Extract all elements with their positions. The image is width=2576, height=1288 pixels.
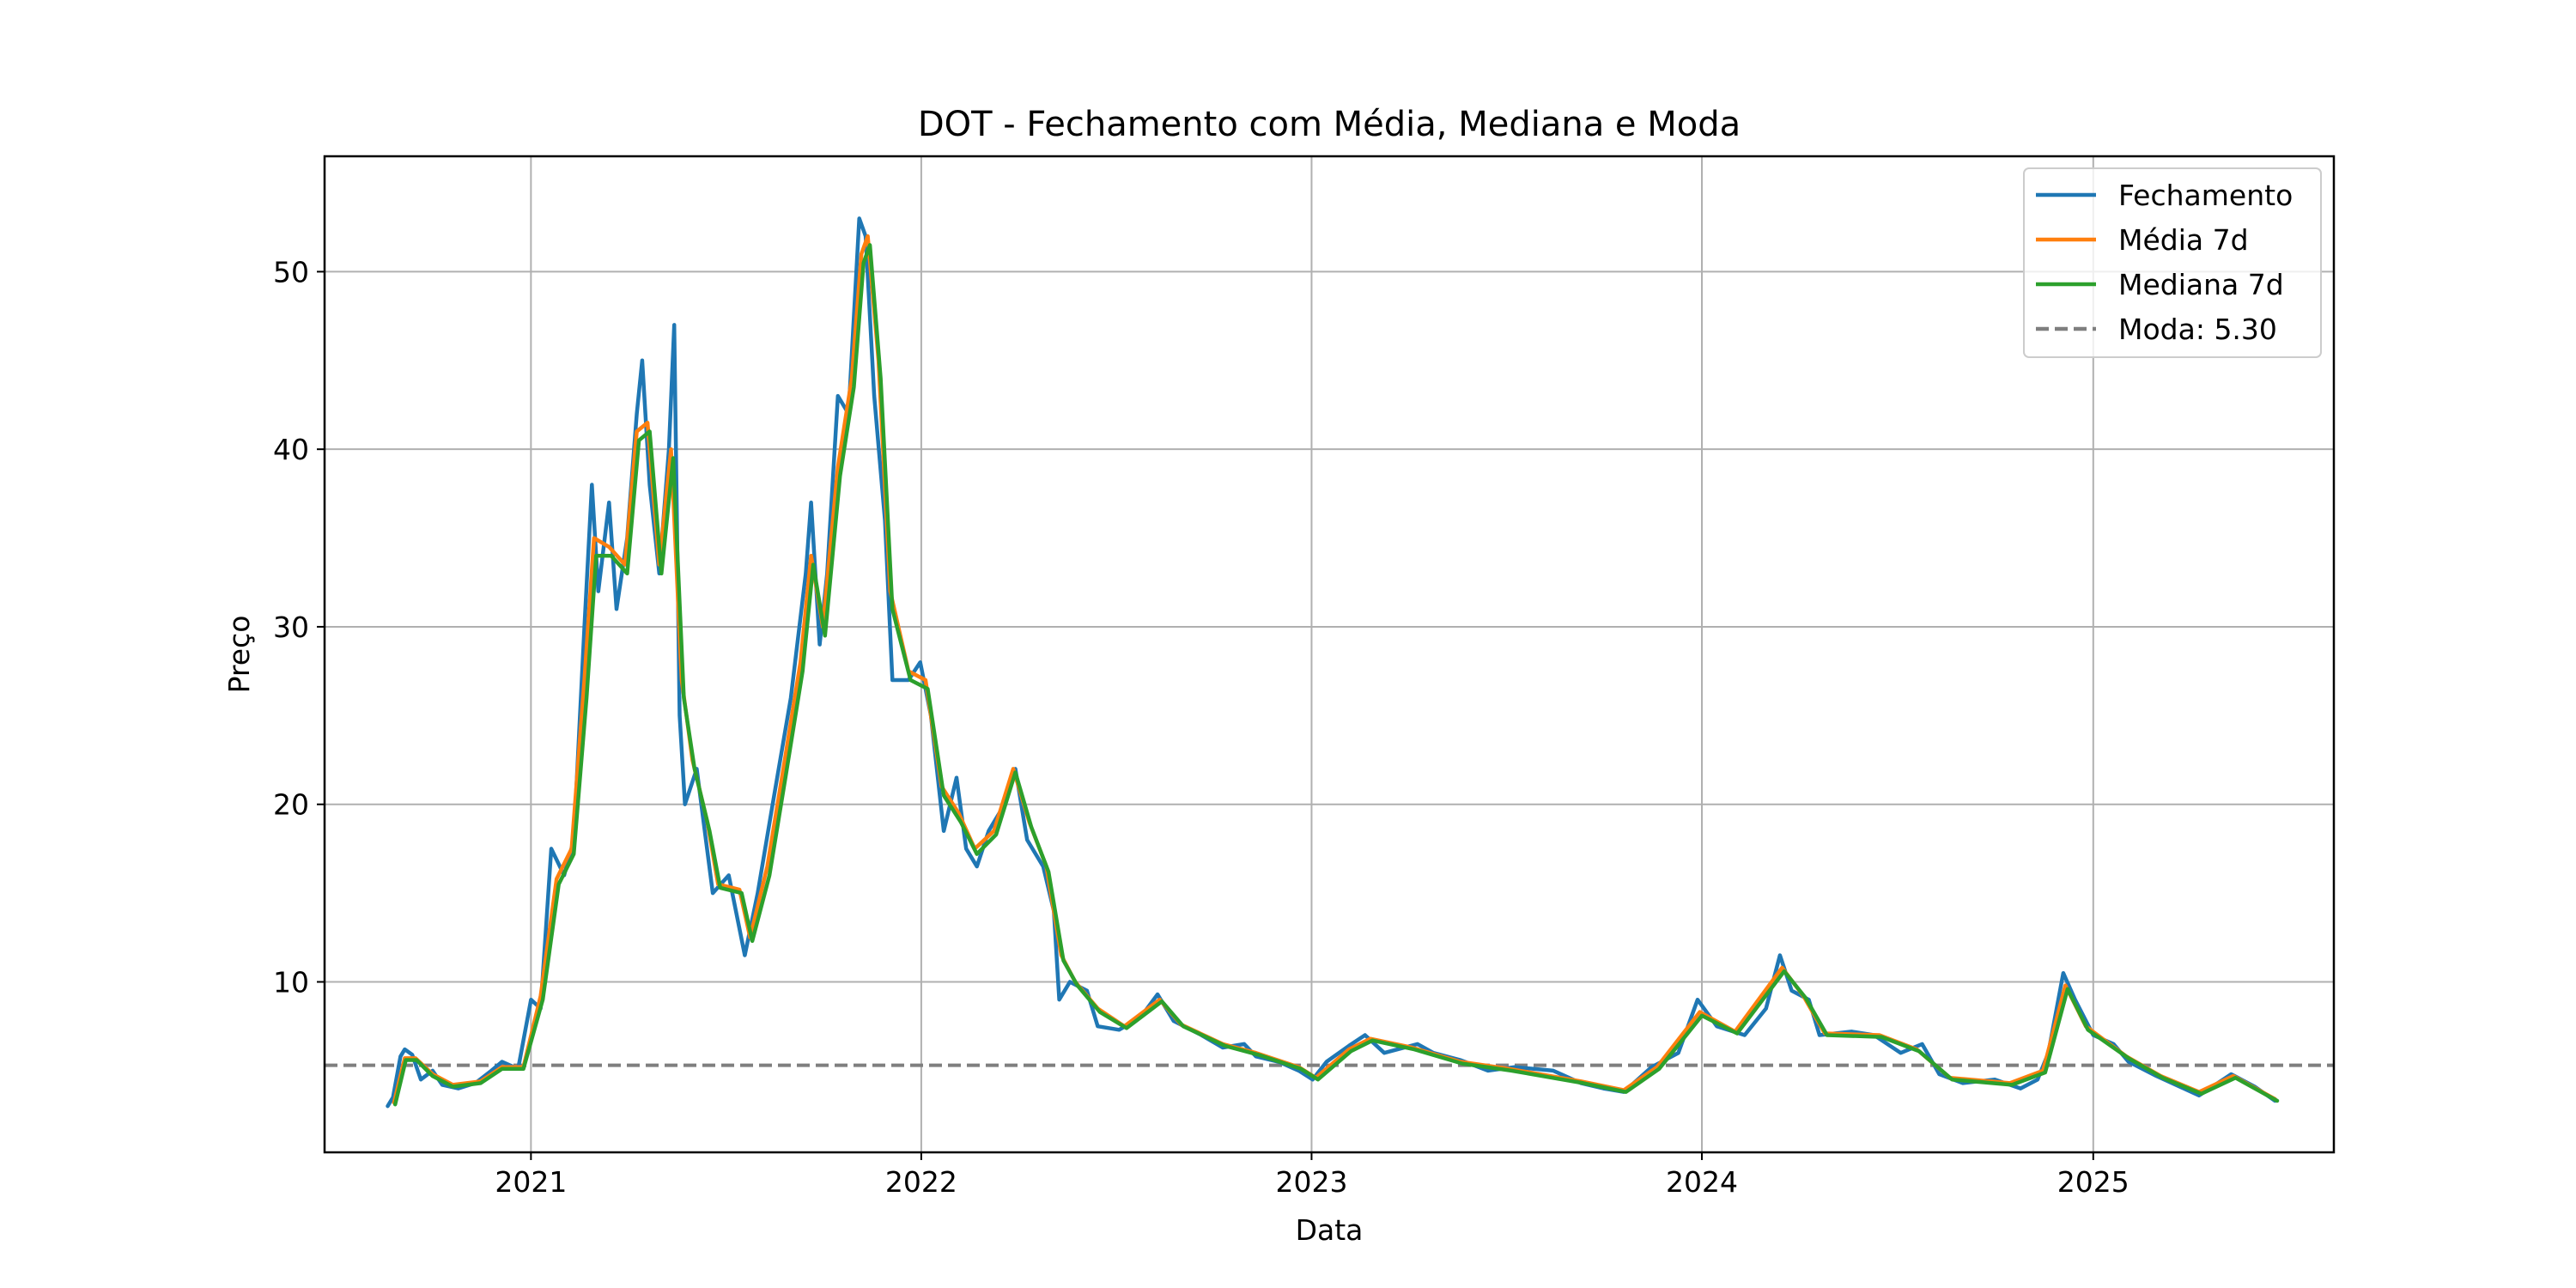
series-layer [386, 216, 2280, 1109]
y-tick-label: 20 [273, 788, 309, 822]
x-tick-label: 2024 [1666, 1165, 1738, 1199]
legend-label: Mediana 7d [2118, 268, 2284, 301]
y-tick-label: 40 [273, 433, 309, 466]
x-axis-title: Data [1296, 1213, 1364, 1247]
x-tick-label: 2021 [495, 1165, 567, 1199]
chart-title: DOT - Fechamento com Média, Mediana e Mo… [918, 105, 1741, 144]
y-tick-label: 30 [273, 611, 309, 644]
x-tick-label: 2023 [1275, 1165, 1347, 1199]
legend-box [2023, 167, 2322, 358]
ticks: 2021 2022 2023 2024 2025 10 20 30 40 50 [273, 255, 2129, 1199]
series-mediana-7d-line [392, 243, 2280, 1107]
y-tick-label: 50 [273, 255, 309, 289]
x-tick-label: 2022 [885, 1165, 957, 1199]
legend-label: Média 7d [2118, 223, 2249, 257]
series-fechamento-line [386, 216, 2277, 1109]
y-tick-label: 10 [273, 965, 309, 999]
legend: Fechamento Média 7d Mediana 7d Moda: 5.30 [2023, 167, 2322, 358]
plot-area-frame [323, 155, 2336, 1154]
legend-label: Fechamento [2118, 179, 2293, 212]
plot-area-background [325, 156, 2334, 1152]
y-axis-title: Preço [222, 616, 256, 694]
legend-label: Moda: 5.30 [2118, 313, 2277, 346]
x-tick-label: 2025 [2057, 1165, 2129, 1199]
